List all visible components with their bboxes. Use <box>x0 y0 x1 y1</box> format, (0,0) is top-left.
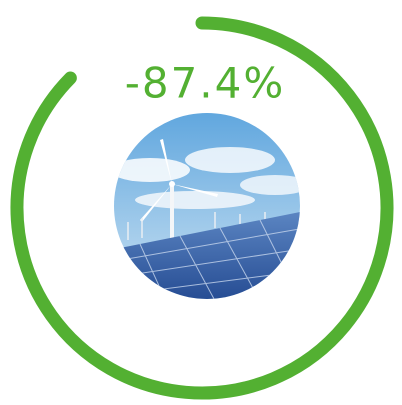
photo <box>110 110 310 310</box>
percentage-label: -87.4% <box>125 59 286 108</box>
progress-ring-graphic: -87.4% <box>0 0 402 405</box>
